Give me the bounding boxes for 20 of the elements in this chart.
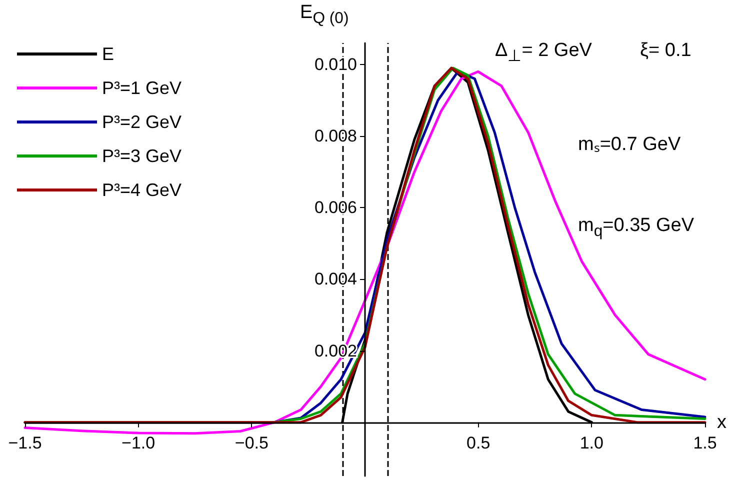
x-tick-label: −1.5 — [8, 433, 42, 452]
x-tick-label: 1.0 — [580, 433, 604, 452]
annotation: mₛ=0.7 GeV — [578, 133, 681, 156]
x-tick-label: 0.5 — [466, 433, 490, 452]
legend-label: P³=2 GeV — [102, 112, 182, 132]
annotation: Δ$_{⊥}$= 2 GeV — [495, 40, 592, 66]
x-axis-title: x — [717, 412, 727, 433]
annotation: m$_{q}$=0.35 GeV — [578, 215, 694, 241]
legend-label: E — [102, 44, 114, 64]
x-tick-label: −1.0 — [122, 433, 156, 452]
y-tick-label: 0.004 — [314, 270, 357, 289]
y-axis-title: E$_{Q (0)}$ — [300, 2, 349, 28]
y-tick-label: 0.006 — [314, 198, 357, 218]
legend-label: P³=3 GeV — [102, 146, 182, 166]
legend-label: P³=1 GeV — [102, 78, 182, 98]
y-tick-label: 0.008 — [314, 126, 357, 146]
x-tick-label: 1.5 — [693, 433, 717, 452]
annotation: ξ= 0.1 — [640, 40, 692, 62]
legend-label: P³=4 GeV — [102, 180, 182, 200]
x-tick-label: −0.5 — [234, 433, 268, 452]
